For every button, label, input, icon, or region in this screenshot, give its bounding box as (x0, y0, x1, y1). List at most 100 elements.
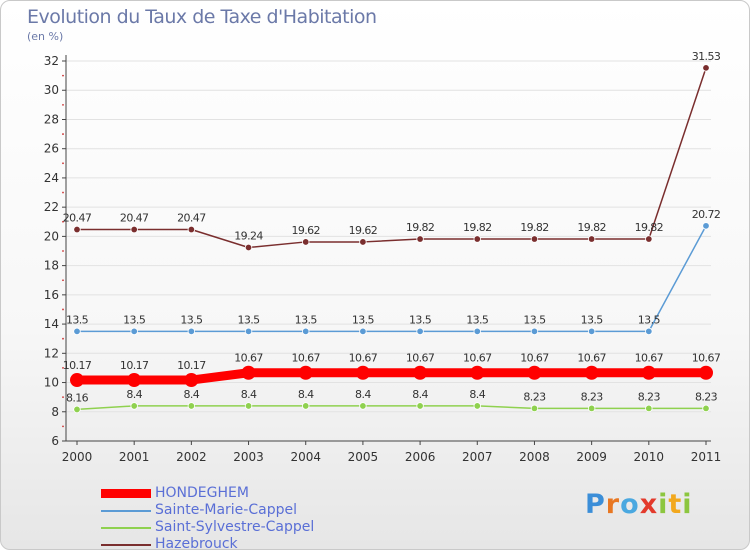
data-label: 8.4 (184, 388, 200, 401)
data-point (645, 327, 653, 336)
y-tick-label: 8 (51, 405, 59, 419)
y-tick-label: 16 (44, 288, 59, 302)
y-minor-tick (62, 337, 64, 340)
data-label: 8.23 (581, 390, 604, 403)
x-tick-label: 2011 (691, 450, 722, 464)
data-label: 8.23 (523, 390, 546, 403)
data-point (130, 327, 138, 336)
data-label: 19.62 (291, 224, 320, 237)
y-tick-label: 32 (44, 54, 59, 68)
data-label: 20.47 (120, 212, 149, 225)
data-point (127, 373, 142, 388)
series-line (77, 67, 707, 249)
data-point (359, 327, 367, 336)
data-label: 13.5 (180, 313, 203, 326)
y-tick-label: 14 (44, 317, 59, 331)
chart-title: Evolution du Taux de Taxe d'Habitation (27, 6, 377, 28)
data-label: 10.67 (349, 352, 378, 365)
data-point (73, 225, 81, 234)
x-tick-label: 2006 (405, 450, 436, 464)
data-point (702, 404, 710, 413)
legend-label: Saint-Sylvestre-Cappel (155, 519, 315, 535)
series-line (77, 225, 707, 333)
x-tick-label: 2005 (348, 450, 379, 464)
data-point (587, 235, 596, 243)
y-tick-label: 24 (44, 171, 59, 185)
legend-label: Hazebrouck (155, 536, 238, 550)
data-point (130, 402, 138, 410)
data-label: 19.82 (635, 221, 664, 234)
data-point (187, 327, 196, 336)
x-tick-label: 2003 (233, 450, 264, 464)
y-tick-label: 26 (44, 142, 59, 156)
data-point (584, 365, 599, 380)
data-point (244, 402, 253, 410)
x-tick-label: 2001 (119, 450, 150, 464)
data-point (413, 365, 428, 380)
data-point (359, 402, 367, 410)
data-point (416, 327, 424, 336)
data-label: 19.82 (520, 221, 549, 234)
data-label: 19.62 (349, 224, 378, 237)
y-minor-tick (62, 396, 64, 399)
data-point (302, 238, 310, 246)
data-label: 8.4 (298, 388, 314, 401)
data-label: 8.4 (355, 388, 371, 401)
data-label: 10.17 (63, 359, 92, 372)
data-point (530, 327, 539, 336)
data-point (470, 365, 485, 380)
data-label: 20.47 (177, 212, 206, 225)
data-point (70, 373, 84, 388)
data-point (298, 365, 313, 380)
legend-label: HONDEGHEM (155, 485, 249, 501)
y-tick-label: 28 (44, 112, 59, 126)
y-minor-tick (62, 279, 64, 282)
data-point (244, 327, 253, 336)
data-point (416, 402, 424, 410)
data-point (587, 327, 596, 336)
data-point (473, 402, 481, 410)
data-label: 8.4 (469, 388, 485, 401)
y-minor-tick (62, 133, 64, 135)
data-label: 19.82 (463, 221, 492, 234)
y-minor-tick (62, 425, 64, 428)
y-tick-label: 30 (44, 83, 59, 97)
data-point (702, 64, 710, 72)
y-minor-tick (62, 308, 64, 311)
legend-swatch (101, 510, 151, 512)
data-point (530, 404, 539, 413)
data-label: 10.17 (177, 359, 206, 372)
data-point (244, 243, 253, 252)
data-label: 20.72 (692, 208, 721, 221)
y-tick-label: 22 (44, 200, 59, 214)
data-label: 10.67 (291, 352, 320, 365)
data-label: 19.82 (406, 221, 435, 234)
data-point (473, 235, 481, 243)
data-label: 8.4 (241, 388, 257, 401)
data-point (73, 405, 81, 414)
data-point (241, 365, 256, 380)
x-tick-label: 2004 (290, 450, 321, 464)
x-tick-label: 2000 (62, 450, 93, 464)
data-point (130, 225, 138, 234)
x-tick-label: 2009 (576, 450, 607, 464)
data-point (184, 373, 199, 388)
data-point (645, 235, 653, 243)
data-label: 13.5 (638, 313, 661, 326)
data-label: 10.17 (120, 359, 149, 372)
data-label: 20.47 (63, 212, 92, 225)
y-tick-label: 6 (51, 434, 59, 448)
x-tick-label: 2010 (634, 450, 665, 464)
legend-label: Sainte-Marie-Cappel (155, 502, 297, 518)
data-label: 8.16 (66, 391, 89, 404)
x-tick-label: 2002 (176, 450, 207, 464)
data-label: 10.67 (577, 352, 606, 365)
data-point (302, 327, 310, 336)
data-label: 10.67 (692, 352, 721, 365)
data-point (702, 222, 710, 230)
data-label: 13.5 (295, 313, 318, 326)
y-tick-label: 18 (44, 259, 59, 273)
data-label: 13.5 (466, 313, 489, 326)
series-line (76, 405, 706, 411)
